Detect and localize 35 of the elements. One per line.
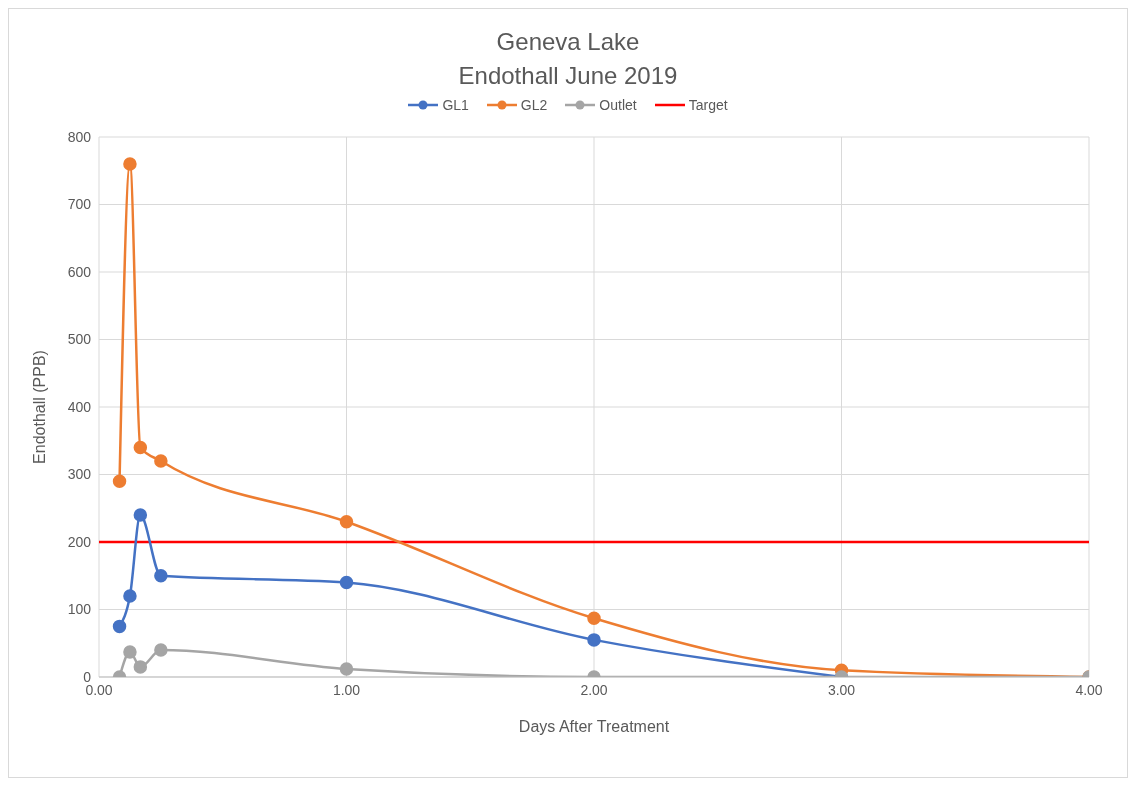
point bbox=[339, 662, 354, 676]
point bbox=[133, 508, 148, 522]
point bbox=[123, 157, 137, 171]
y-tick-label: 300 bbox=[67, 466, 92, 483]
x-tick-label: 1.00 bbox=[332, 681, 361, 698]
point bbox=[154, 569, 168, 583]
point bbox=[587, 633, 601, 647]
point bbox=[154, 454, 168, 468]
point bbox=[112, 474, 127, 488]
point bbox=[123, 645, 137, 659]
legend-label: Outlet bbox=[599, 97, 637, 113]
y-tick-label: 800 bbox=[67, 128, 92, 145]
point bbox=[339, 575, 354, 590]
x-axis-title: Days After Treatment bbox=[518, 718, 670, 735]
y-tick-label: 100 bbox=[67, 601, 92, 618]
y-tick-label: 500 bbox=[67, 331, 92, 348]
legend-label: Target bbox=[688, 97, 728, 113]
y-tick-label: 200 bbox=[67, 533, 92, 550]
y-tick-label: 700 bbox=[67, 196, 92, 213]
point bbox=[339, 515, 354, 529]
x-tick-label: 4.00 bbox=[1075, 681, 1103, 698]
point bbox=[112, 619, 127, 634]
x-tick-label: 2.00 bbox=[580, 681, 608, 698]
y-tick-label: 400 bbox=[67, 398, 92, 415]
point bbox=[133, 440, 148, 455]
y-axis-title: Endothall (PPB) bbox=[30, 350, 48, 464]
legend-label: GL1 bbox=[442, 97, 469, 113]
chart-title: Geneva Lake Endothall June 2019 bbox=[457, 27, 679, 91]
y-tick-label: 600 bbox=[67, 263, 92, 280]
legend-label: GL2 bbox=[520, 97, 548, 113]
point bbox=[587, 611, 601, 626]
point bbox=[123, 589, 137, 603]
x-tick-label: 3.00 bbox=[827, 681, 856, 698]
point bbox=[133, 660, 148, 674]
point bbox=[154, 643, 168, 657]
